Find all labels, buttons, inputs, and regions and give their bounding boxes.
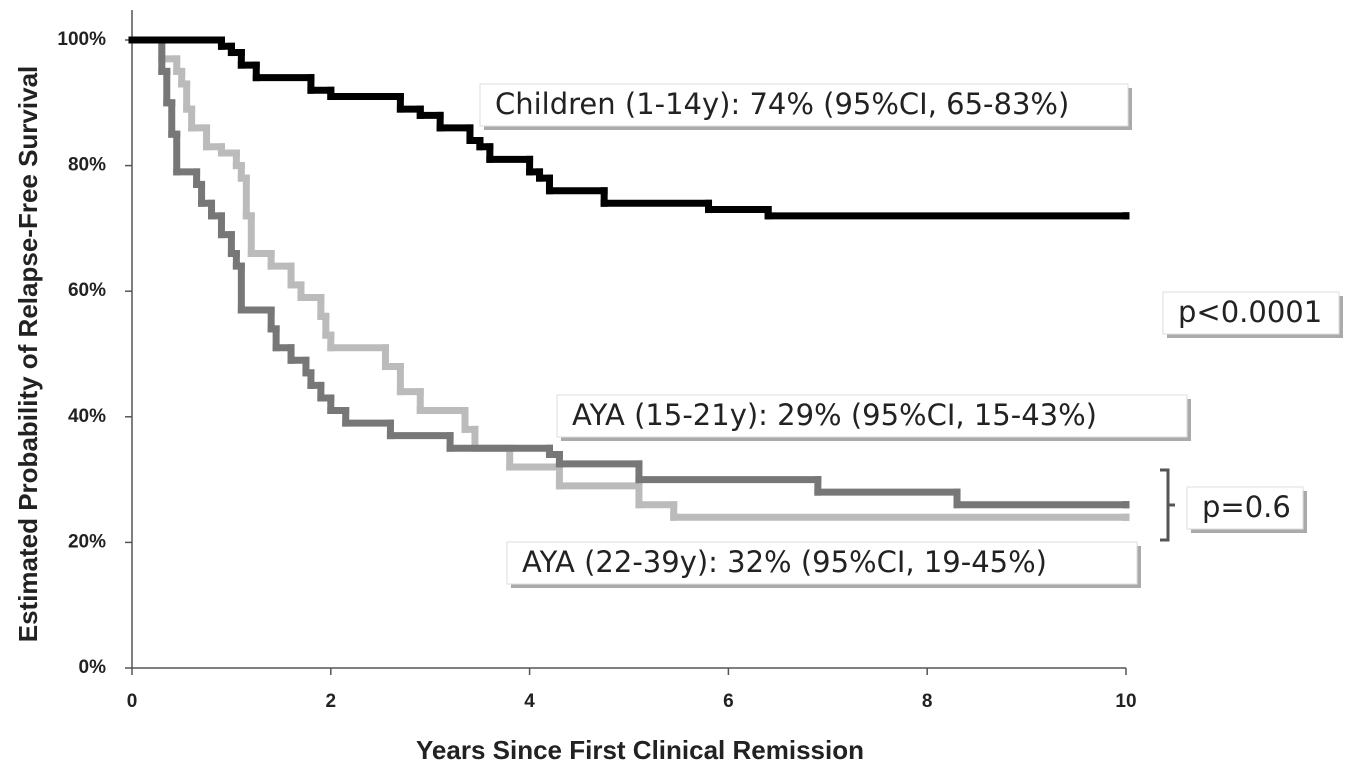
p-value: p=0.6 [1202,490,1291,524]
box [479,83,1129,127]
y-tick-label: 80% [68,155,106,176]
x-tick-label: 8 [922,691,933,712]
bracket [1160,468,1175,542]
series-label: AYA (15-21y): 29% (95%CI, 15-43%) [572,398,1097,432]
x-axis-title: Years Since First Clinical Remission [416,735,864,765]
series-label: AYA (22-39y): 32% (95%CI, 19-45%) [522,545,1047,579]
x-tick-label: 0 [127,691,138,712]
box [1162,291,1340,335]
x-tick-label: 10 [1115,691,1136,712]
x-tick-label: 2 [326,691,337,712]
y-tick-label: 40% [68,406,106,427]
box [556,394,1188,438]
y-tick-label: 100% [57,29,106,50]
p-value: p<0.0001 [1178,295,1322,329]
y-axis-title: Estimated Probability of Relapse-Free Su… [13,66,43,643]
series-label: Children (1-14y): 74% (95%CI, 65-83%) [495,87,1069,121]
box [506,541,1138,585]
y-tick-label: 60% [68,280,106,301]
x-tick-label: 4 [524,691,535,712]
x-tick-label: 6 [723,691,734,712]
box [1186,486,1304,530]
y-tick-label: 20% [68,531,106,552]
y-tick-label: 0% [79,657,107,678]
